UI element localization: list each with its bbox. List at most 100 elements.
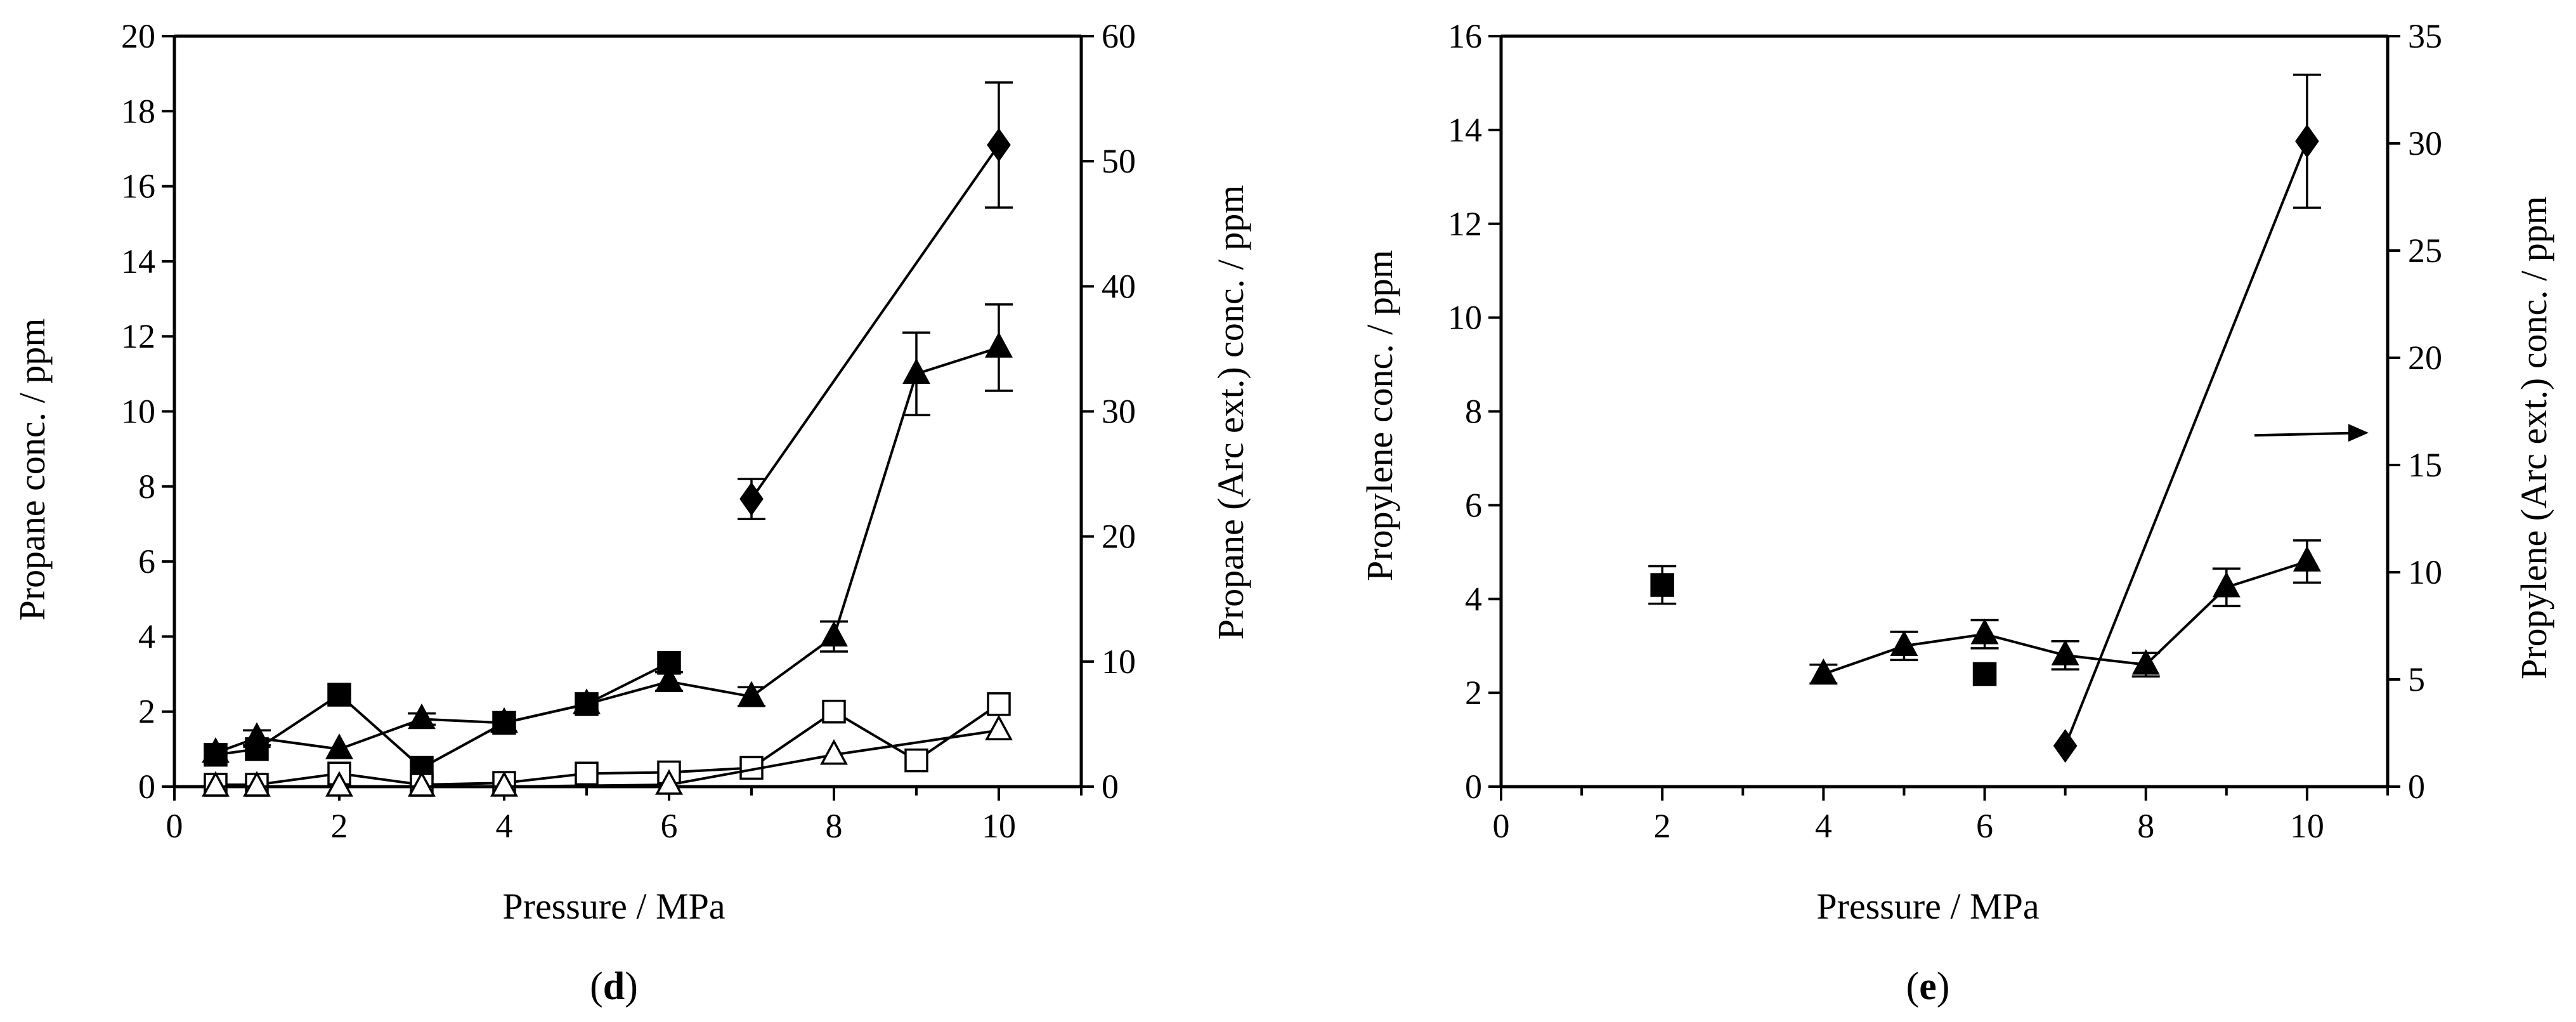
chart-d-series-0 [738,81,1013,520]
chart-d-y-tick-label: 18 [121,92,155,130]
chart-d-x-tick-label: 0 [166,807,183,845]
chart-d-point-square [575,761,599,786]
chart-d-point-triangle [655,665,683,692]
chart-e-x-tick-label: 6 [1976,807,1993,845]
chart-e-y-tick-label: 8 [1465,393,1482,431]
chart-d-point-triangle [325,771,353,797]
chart-d-point-square [904,748,928,773]
chart-d-point-triangle [408,703,436,730]
chart-d-point-triangle [655,769,683,795]
chart-d-y-tick-label: 20 [121,17,155,55]
chart-d-point-square [245,737,269,761]
chart-e-point-triangle [1970,619,1999,645]
chart-d-panel-letter: d [603,965,625,1008]
chart-e-y2-tick-label: 5 [2408,660,2425,698]
chart-e-series-2 [1648,565,1997,686]
chart-e-y2-tick-label: 20 [2408,339,2442,377]
chart-e-y2-tick-label: 10 [2408,553,2442,591]
chart-d-point-triangle [738,681,765,707]
chart-d-series-2 [204,651,681,780]
chart-e-x-tick-label: 0 [1493,807,1510,845]
chart-d-x-tick-label: 10 [982,807,1016,845]
chart-d-y2-tick-label: 40 [1102,267,1136,305]
chart-d-y2-tick-label: 0 [1102,768,1119,806]
chart-d-point-triangle [202,771,230,797]
chart-d-point-diamond [987,128,1011,162]
chart-e-point-square [1650,573,1674,597]
chart-d-point-triangle [820,620,848,647]
chart-d-point-triangle [490,771,518,797]
chart-d-y-tick-label: 10 [121,393,155,431]
chart-d-panel-label: (d) [590,965,638,1008]
chart-d-point-triangle [985,714,1013,741]
chart-d-y2-tick-label: 50 [1102,142,1136,180]
chart-d-point-square [204,742,228,767]
chart-e-y-tick-label: 14 [1448,111,1482,149]
chart-e-y2-tick-label: 30 [2408,124,2442,162]
chart-e-y-tick-label: 16 [1448,17,1482,55]
chart-e-panel-letter: e [1919,965,1937,1008]
chart-e-y2label: Propylene (Arc ext.) conc. / ppm [2513,196,2554,679]
chart-d-point-square [492,711,516,735]
chart-d-series-4 [202,714,1013,797]
chart-e-y-tick-label: 12 [1448,205,1482,243]
chart-e-y-tick-label: 10 [1448,299,1482,337]
chart-d-y-tick-label: 2 [138,693,155,731]
chart-d-y-tick-label: 8 [138,468,155,506]
chart-e-series-0 [2053,74,2321,763]
chart-d-point-square [987,692,1011,716]
chart-e-y2-tick-label: 35 [2408,17,2442,55]
chart-d-point-triangle [902,358,930,384]
chart-e-point-triangle [2051,639,2079,665]
chart-d-point-diamond [739,482,764,516]
chart-e-point-diamond [2053,729,2078,763]
chart-d: Propane conc. / ppm Propane (Arc ext.) c… [11,17,1251,1008]
chart-d-y-tick-label: 4 [138,617,155,655]
chart-d-y2-tick-label: 10 [1102,643,1136,681]
chart-d-x-tick-label: 4 [496,807,513,845]
chart-d-ylabel: Propane conc. / ppm [11,318,53,621]
chart-e-x-tick-label: 8 [2137,807,2154,845]
chart-e-point-triangle [2212,572,2241,598]
chart-d-y2-tick-label: 60 [1102,17,1136,55]
chart-d-y2label: Propane (Arc ext.) conc. / ppm [1210,185,1251,640]
chart-e-point-square [1972,662,1997,686]
chart-d-y-tick-label: 6 [138,542,155,580]
chart-e-xlabel: Pressure / MPa [1816,886,2039,927]
chart-d-x-tick-label: 2 [331,807,348,845]
chart-e-arrow-head [2348,424,2369,442]
chart-d-point-square [327,683,351,707]
chart-d-y-tick-label: 12 [121,317,155,355]
chart-e-y2-tick-label: 25 [2408,232,2442,270]
chart-e-y2-tick-label: 0 [2408,768,2425,806]
chart-e-x-tick-label: 10 [2290,807,2324,845]
chart-e-arrow-shaft [2254,431,2363,437]
chart-d-y-tick-label: 14 [121,242,155,280]
chart-d-point-square [822,699,846,724]
chart-d-y2-tick-label: 20 [1102,518,1136,556]
chart-e-y-tick-label: 4 [1465,580,1482,618]
chart-e-series-1 [1809,539,2321,685]
chart-d-x-tick-label: 6 [661,807,678,845]
chart-d-point-triangle [408,771,436,797]
chart-e-y-tick-label: 6 [1465,486,1482,524]
chart-e-point-diamond [2295,124,2319,159]
chart-d-series-line [216,729,999,788]
chart-d-point-square [657,651,681,675]
chart-e-point-triangle [2131,649,2160,675]
chart-e-point-triangle [1809,658,1838,685]
chart-d-y-tick-label: 0 [138,768,155,806]
chart-e-point-triangle [2293,546,2321,572]
chart-e-ylabel: Propylene conc. / ppm [1359,250,1400,581]
chart-e-panel-label: (e) [1906,965,1950,1008]
chart-e-y-tick-label: 2 [1465,674,1482,712]
chart-d-y2-tick-label: 30 [1102,393,1136,431]
chart-e-y-tick-label: 0 [1465,768,1482,806]
chart-e-series-line [2064,140,2308,747]
chart-d-x-tick-label: 8 [826,807,843,845]
chart-e-x-tick-label: 2 [1654,807,1671,845]
chart-d-point-triangle [325,733,353,759]
chart-e-x-tick-label: 4 [1815,807,1832,845]
